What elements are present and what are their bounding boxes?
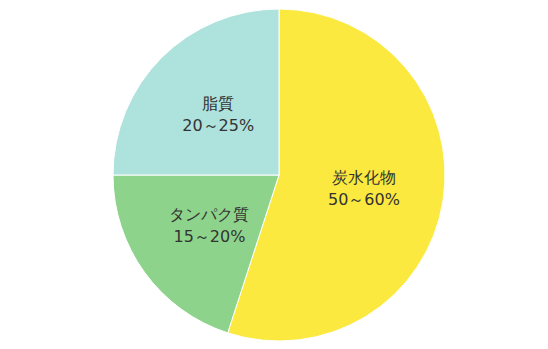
svg-text:20～25%: 20～25% [182, 116, 254, 135]
svg-text:タンパク質: タンパク質 [169, 205, 249, 224]
svg-text:脂質: 脂質 [202, 94, 234, 113]
svg-text:15～20%: 15～20% [173, 227, 245, 246]
svg-text:50～60%: 50～60% [328, 190, 400, 209]
svg-text:炭水化物: 炭水化物 [332, 168, 396, 187]
